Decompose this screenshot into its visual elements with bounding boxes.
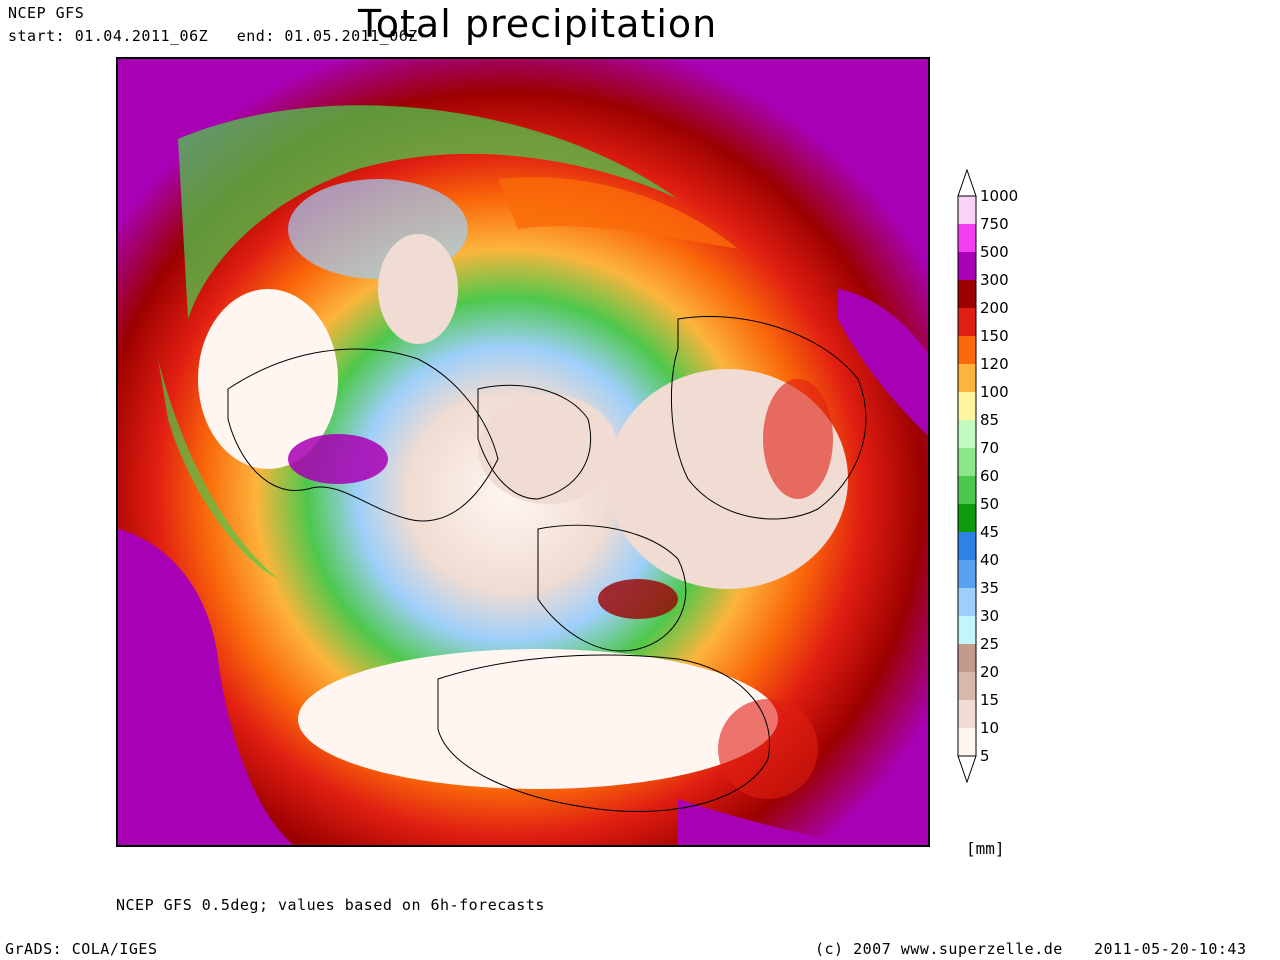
brown-patch: [378, 234, 458, 344]
site-credit: (c) 2007 www.superzelle.de: [815, 940, 1063, 958]
coastlines: [227, 316, 867, 812]
legend-level-label: 150: [980, 327, 1009, 345]
legend-level-label: 5: [980, 747, 990, 765]
precipitation-field: [118, 59, 928, 845]
red-patch-europe: [598, 579, 678, 619]
legend-swatch: [958, 700, 976, 728]
legend-level-label: 300: [980, 271, 1009, 289]
color-legend: [957, 168, 977, 784]
legend-level-label: 50: [980, 495, 1000, 513]
map-title: Total precipitation: [358, 2, 718, 46]
software-credit: GrADS: COLA/IGES: [5, 940, 158, 958]
legend-level-label: 750: [980, 215, 1009, 233]
legend-level-label: 500: [980, 243, 1009, 261]
legend-swatch: [958, 672, 976, 700]
purple-band-northeast: [758, 59, 928, 177]
legend-swatch: [958, 644, 976, 672]
purple-band-southwest: [118, 529, 294, 845]
legend-level-label: 120: [980, 355, 1009, 373]
legend-level-label: 1000: [980, 187, 1019, 205]
legend-level-label: 45: [980, 523, 1000, 541]
legend-swatch: [958, 560, 976, 588]
legend-swatch: [958, 364, 976, 392]
legend-swatch: [958, 280, 976, 308]
legend-level-label: 85: [980, 411, 1000, 429]
legend-arrow-bottom: [957, 755, 977, 784]
purple-patch-america: [288, 434, 388, 484]
legend-level-label: 25: [980, 635, 1000, 653]
legend-swatch: [958, 476, 976, 504]
dry-west-region: [198, 289, 338, 469]
legend-swatch: [958, 392, 976, 420]
legend-level-label: 30: [980, 607, 1000, 625]
legend-level-label: 70: [980, 439, 1000, 457]
legend-level-label: 40: [980, 551, 1000, 569]
precipitation-map: [116, 57, 930, 847]
legend-level-label: 100: [980, 383, 1009, 401]
purple-band-south: [678, 799, 856, 845]
legend-swatch: [958, 224, 976, 252]
legend-level-label: 200: [980, 299, 1009, 317]
footer-note: NCEP GFS 0.5deg; values based on 6h-fore…: [116, 896, 545, 914]
model-label: NCEP GFS: [8, 4, 85, 22]
legend-swatch: [958, 420, 976, 448]
red-patch-asia: [763, 379, 833, 499]
greenland-region: [478, 394, 618, 504]
purple-band-east: [838, 289, 928, 436]
legend-swatch: [958, 196, 976, 224]
green-swirl-north: [178, 105, 678, 319]
legend-swatch: [958, 252, 976, 280]
legend-swatch: [958, 448, 976, 476]
unit-label: [mm]: [966, 839, 1005, 858]
legend-swatch: [958, 616, 976, 644]
red-patch-africa: [718, 699, 818, 799]
legend-level-label: 20: [980, 663, 1000, 681]
legend-level-label: 35: [980, 579, 1000, 597]
legend-swatch: [958, 532, 976, 560]
legend-level-label: 10: [980, 719, 1000, 737]
orange-swirl-north: [498, 177, 738, 249]
legend-swatch: [958, 728, 976, 756]
legend-swatch: [958, 336, 976, 364]
timestamp: 2011-05-20-10:43: [1094, 940, 1247, 958]
period-label: start: 01.04.2011_06Z end: 01.05.2011_06…: [8, 27, 418, 45]
legend-level-label: 15: [980, 691, 1000, 709]
legend-swatch: [958, 588, 976, 616]
legend-swatch: [958, 308, 976, 336]
legend-swatch: [958, 504, 976, 532]
legend-level-label: 60: [980, 467, 1000, 485]
legend-arrow-top: [957, 168, 977, 197]
dry-africa-region: [298, 649, 778, 789]
